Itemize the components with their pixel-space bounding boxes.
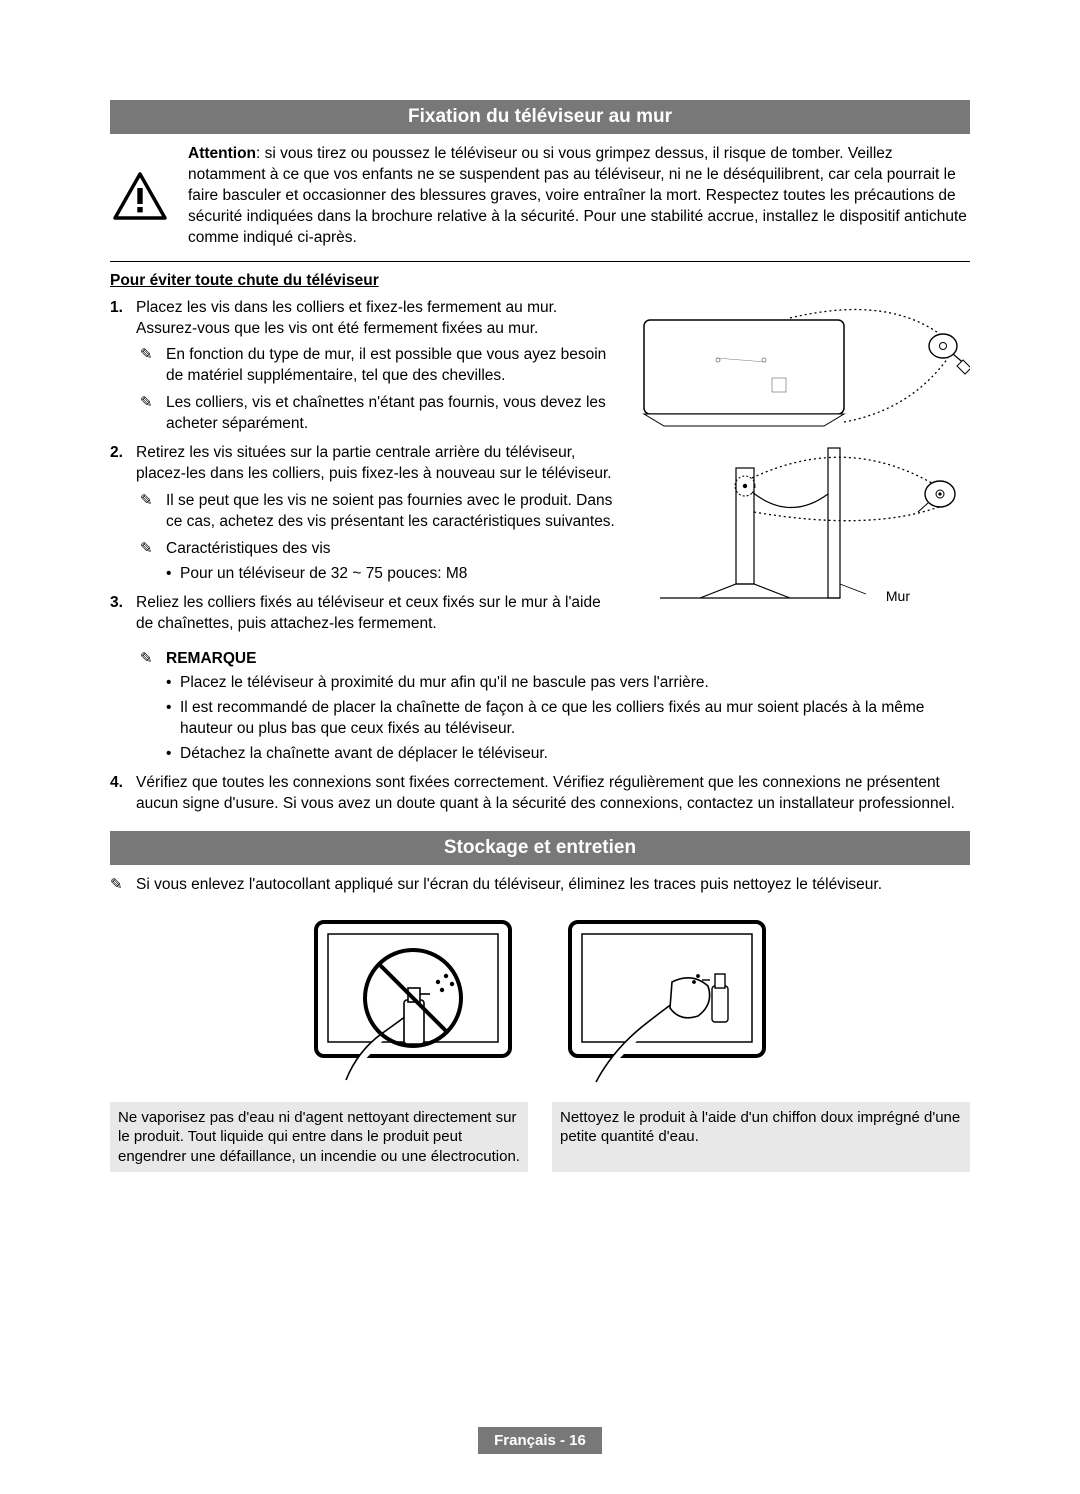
remarque-label: REMARQUE (166, 649, 970, 670)
remarque-b2: Il est recommandé de placer la chaînette… (166, 698, 970, 740)
diagram-cloth-wipe (552, 910, 782, 1090)
diagram-tv-rear (640, 302, 970, 442)
page-footer: Français - 16 (0, 1427, 1080, 1454)
subheading: Pour éviter toute chute du téléviseur (110, 272, 970, 290)
step-2: Retirez les vis situées sur la partie ce… (110, 443, 620, 585)
section1-header: Fixation du téléviseur au mur (110, 100, 970, 134)
step-4: Vérifiez que toutes les connexions sont … (110, 773, 970, 815)
step-3: Reliez les colliers fixés au téléviseur … (110, 593, 620, 635)
footer-page: 16 (569, 1432, 586, 1449)
warning-icon (110, 144, 170, 249)
storage-note: ✎ Si vous enlevez l'autocollant appliqué… (110, 875, 970, 896)
step1-note2: ✎ Les colliers, vis et chaînettes n'étan… (136, 393, 620, 435)
hand-icon: ✎ (140, 491, 158, 533)
step2-note1-text: Il se peut que les vis ne soient pas fou… (166, 491, 620, 533)
wall-label: Mur (640, 588, 910, 604)
hand-icon: ✎ (140, 539, 158, 560)
storage-captions: Ne vaporisez pas d'eau ni d'agent nettoy… (110, 1102, 970, 1173)
remarque-b1: Placez le téléviseur à proximité du mur … (166, 673, 970, 694)
attention-bold: Attention (188, 145, 256, 162)
footer-bar: Français - 16 (478, 1427, 602, 1454)
step1-note1-text: En fonction du type de mur, il est possi… (166, 345, 620, 387)
hand-icon: ✎ (140, 649, 158, 670)
step2-note1: ✎ Il se peut que les vis ne soient pas f… (136, 491, 620, 533)
attention-body: : si vous tirez ou poussez le téléviseur… (188, 145, 967, 246)
step1-note1: ✎ En fonction du type de mur, il est pos… (136, 345, 620, 387)
diagram-tv-stand-wall (640, 442, 970, 612)
step2-text: Retirez les vis situées sur la partie ce… (136, 444, 612, 482)
hand-icon: ✎ (140, 345, 158, 387)
attention-text: Attention: si vous tirez ou poussez le t… (188, 144, 970, 249)
step2-note2-text: Caractéristiques des vis (166, 539, 620, 560)
storage-note-text: Si vous enlevez l'autocollant appliqué s… (136, 875, 882, 896)
step2-bullets: Pour un téléviseur de 32 ~ 75 pouces: M8 (166, 564, 620, 585)
step2-bullet1: Pour un téléviseur de 32 ~ 75 pouces: M8 (166, 564, 620, 585)
two-column-layout: Placez les vis dans les colliers et fixe… (110, 298, 970, 643)
numbered-list: Placez les vis dans les colliers et fixe… (110, 298, 620, 635)
page: Fixation du téléviseur au mur Attention:… (0, 0, 1080, 1494)
step4-list: Vérifiez que toutes les connexions sont … (110, 773, 970, 815)
right-column-figures: Mur (640, 298, 970, 643)
hand-icon: ✎ (140, 393, 158, 435)
section2-header: Stockage et entretien (110, 831, 970, 865)
step4-text: Vérifiez que toutes les connexions sont … (136, 774, 955, 812)
caption-right: Nettoyez le produit à l'aide d'un chiffo… (552, 1102, 970, 1173)
step1-note2-text: Les colliers, vis et chaînettes n'étant … (166, 393, 620, 435)
remarque-bullets: Placez le téléviseur à proximité du mur … (166, 673, 970, 765)
footer-lang: Français (494, 1432, 556, 1449)
remarque-b3: Détachez la chaînette avant de déplacer … (166, 744, 970, 765)
attention-block: Attention: si vous tirez ou poussez le t… (110, 144, 970, 262)
step3-text: Reliez les colliers fixés au téléviseur … (136, 594, 601, 632)
caption-left: Ne vaporisez pas d'eau ni d'agent nettoy… (110, 1102, 528, 1173)
remarque-line: ✎ REMARQUE (136, 649, 970, 670)
step2-note2: ✎ Caractéristiques des vis (136, 539, 620, 560)
step-1: Placez les vis dans les colliers et fixe… (110, 298, 620, 436)
diagram-no-spray (298, 910, 528, 1090)
step1-text: Placez les vis dans les colliers et fixe… (136, 299, 557, 337)
hand-icon: ✎ (110, 875, 128, 896)
remarque-block: ✎ REMARQUE Placez le téléviseur à proxim… (136, 649, 970, 766)
left-column: Placez les vis dans les colliers et fixe… (110, 298, 620, 643)
storage-images (110, 910, 970, 1090)
